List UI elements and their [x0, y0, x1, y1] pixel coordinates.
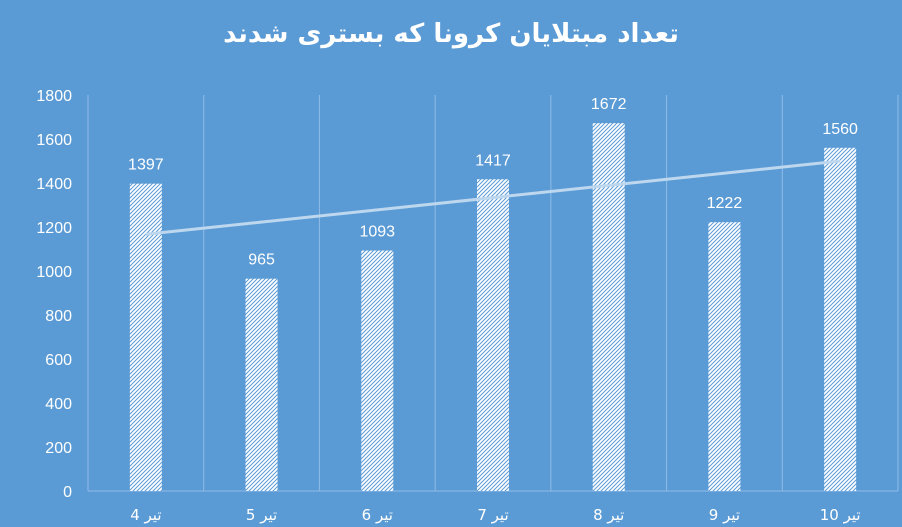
y-tick-label: 0: [63, 484, 72, 501]
trendline: [145, 159, 841, 236]
y-tick-label: 200: [45, 440, 72, 457]
y-tick-label: 1800: [36, 88, 72, 105]
bars: [129, 123, 857, 492]
x-tick-label: 4 تیر: [130, 506, 161, 524]
y-tick-label: 800: [45, 308, 72, 325]
y-tick-label: 1000: [36, 264, 72, 281]
y-tick-label: 1400: [36, 176, 72, 193]
x-tick-label: 10 تیر: [820, 506, 861, 524]
y-tick-label: 1600: [36, 132, 72, 149]
bar: [129, 183, 162, 491]
y-tick-label: 400: [45, 396, 72, 413]
bar: [361, 250, 394, 491]
data-label: 1560: [822, 121, 858, 138]
data-labels: 1397 965 1093 1417 1672 1222 1560: [128, 96, 858, 269]
trendline-group: [145, 159, 841, 236]
grid-lines: [87, 95, 899, 491]
x-tick-label: 7 تیر: [477, 506, 508, 524]
data-label: 1093: [359, 224, 395, 241]
x-tick-label: 9 تیر: [709, 506, 740, 524]
x-tick-label: 8 تیر: [593, 506, 624, 524]
axes: 0 200 400 600 800 1000 1200 1400 1600 1800 4 تیر 5 …: [36, 88, 898, 524]
bar: [477, 179, 509, 491]
bar: [824, 147, 857, 492]
bar: [708, 222, 741, 491]
data-label: 965: [248, 252, 275, 269]
x-tick-label: 6 تیر: [362, 506, 393, 524]
bar: [245, 278, 278, 491]
y-tick-label: 600: [45, 352, 72, 369]
chart-title: تعداد مبتلایان کرونا که بستری شدند: [223, 19, 679, 49]
data-label: 1417: [475, 152, 511, 169]
data-label: 1672: [591, 96, 627, 113]
y-tick-label: 1200: [36, 220, 72, 237]
bar: [592, 123, 625, 491]
data-label: 1397: [128, 157, 164, 174]
x-tick-label: 5 تیر: [246, 506, 277, 524]
data-label: 1222: [707, 195, 743, 212]
